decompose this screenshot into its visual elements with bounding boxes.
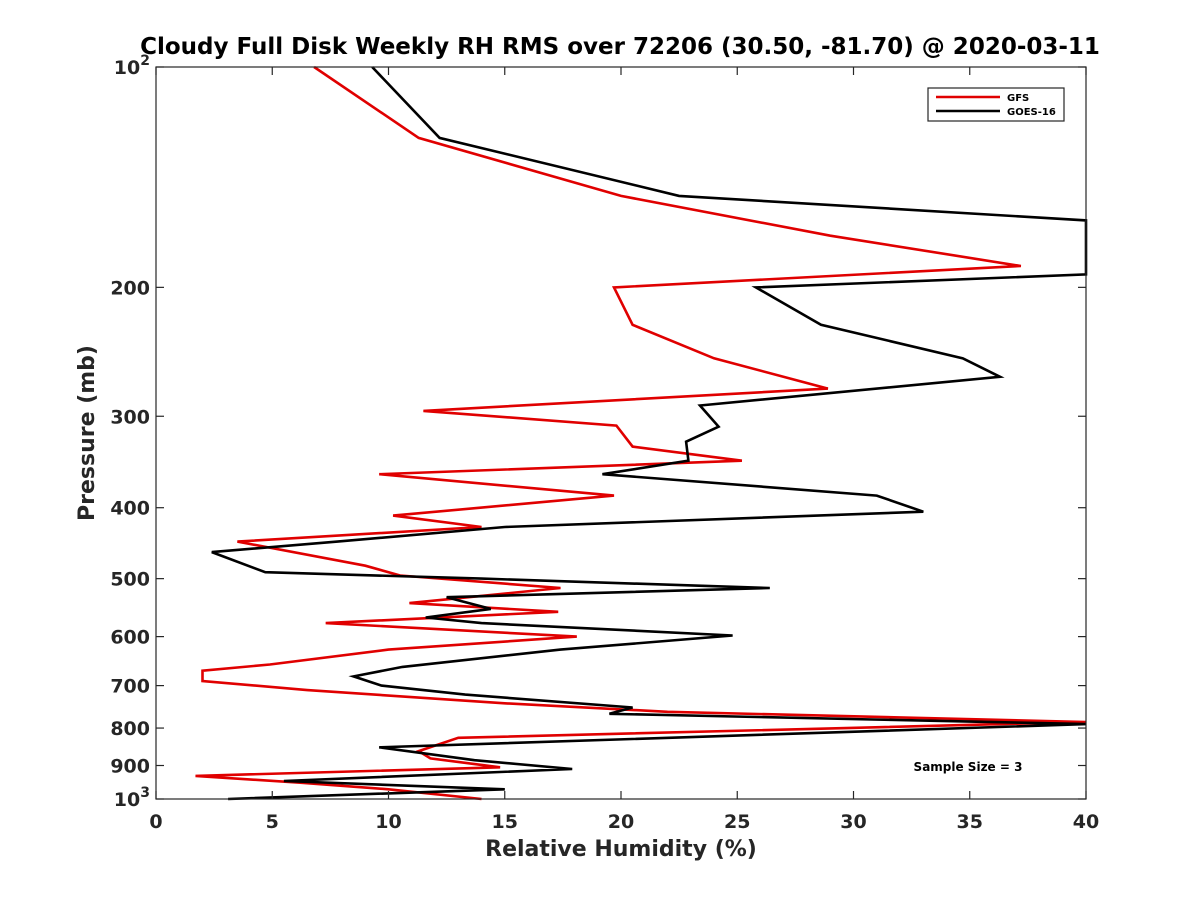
plot-lines	[195, 65, 1088, 801]
x-axis-label: Relative Humidity (%)	[485, 837, 757, 862]
x-tick-label: 0	[149, 811, 162, 833]
y-ticks: 102 200 300 400 500 600 700 800 900 103	[110, 53, 1086, 811]
legend-label-goes16: GOES-16	[1007, 107, 1056, 118]
y-tick-label: 700	[110, 676, 150, 698]
legend-box	[927, 87, 1065, 122]
x-tick-label: 40	[1073, 811, 1099, 833]
x-tick-label: 30	[840, 811, 866, 833]
x-tick-label: 25	[724, 811, 750, 833]
y-axis-label: Pressure (mb)	[75, 345, 100, 521]
legend-label-gfs: GFS	[1007, 93, 1029, 104]
x-ticks: 0 5 10 15 20 25 30 35 40	[149, 67, 1099, 833]
y-tick-label: 102	[114, 53, 150, 79]
x-tick-label: 10	[375, 811, 401, 833]
legend: GFS GOES-16	[927, 87, 1065, 122]
sample-size-annotation: Sample Size = 3	[914, 760, 1023, 774]
x-tick-label: 15	[492, 811, 518, 833]
y-tick-label: 400	[110, 498, 150, 520]
y-tick-label: 900	[110, 756, 150, 778]
y-tick-label: 500	[110, 569, 150, 591]
y-tick-label: 200	[110, 277, 150, 299]
series-line-gfs	[195, 65, 1087, 801]
y-tick-label: 600	[110, 627, 150, 649]
series-line-goes16	[211, 66, 1088, 801]
y-tick-label: 103	[114, 785, 150, 811]
y-tick-label: 800	[110, 718, 150, 740]
y-tick-label: 300	[110, 406, 150, 428]
x-tick-label: 5	[266, 811, 279, 833]
chart-title: Cloudy Full Disk Weekly RH RMS over 7220…	[140, 34, 1100, 60]
x-tick-label: 35	[957, 811, 983, 833]
x-tick-label: 20	[608, 811, 634, 833]
